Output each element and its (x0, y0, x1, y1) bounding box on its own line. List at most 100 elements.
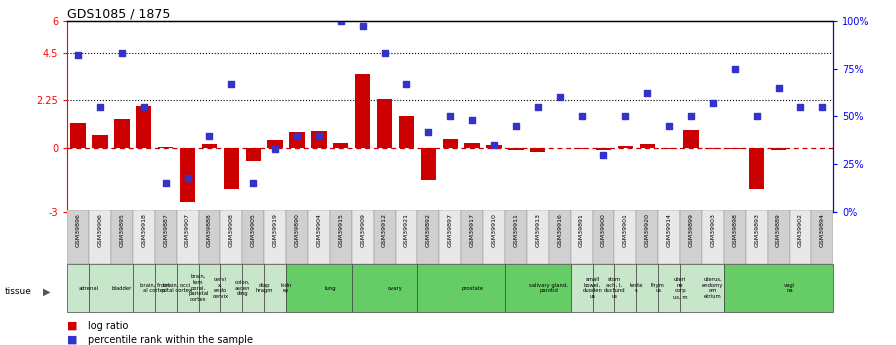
Text: GSM39919: GSM39919 (272, 213, 278, 247)
Point (136, 104, 151, 110)
Text: small
bowel,
duoden
us: small bowel, duoden us (582, 277, 602, 299)
Text: GSM39892: GSM39892 (426, 213, 431, 247)
Text: GSM39902: GSM39902 (798, 213, 803, 247)
Bar (680, 264, 724, 312)
Bar (67, 210, 89, 264)
Bar (289, 132, 305, 148)
Text: GSM39901: GSM39901 (623, 213, 628, 247)
Point (465, 118, 479, 123)
Text: percentile rank within the sample: percentile rank within the sample (88, 335, 253, 345)
Point (180, 175, 194, 180)
Bar (483, 210, 505, 264)
Text: GSM39896: GSM39896 (75, 213, 81, 247)
Text: GSM39908: GSM39908 (228, 213, 234, 247)
Bar (702, 210, 724, 264)
Text: GSM39914: GSM39914 (667, 213, 672, 247)
Point (815, 104, 830, 110)
Bar (71, 123, 86, 148)
Text: GSM39910: GSM39910 (492, 213, 496, 247)
Text: brain, occi
pital cortex: brain, occi pital cortex (161, 283, 192, 294)
Text: teste
s: teste s (630, 283, 643, 294)
Bar (286, 210, 308, 264)
Bar (242, 264, 264, 312)
Bar (724, 264, 833, 312)
Point (421, 129, 435, 135)
Text: GSM39920: GSM39920 (645, 213, 650, 247)
Text: GSM39903: GSM39903 (711, 213, 715, 247)
Bar (789, 210, 812, 264)
Text: GSM39887: GSM39887 (163, 213, 168, 247)
Point (268, 146, 282, 152)
Bar (443, 139, 458, 148)
Text: GSM39905: GSM39905 (251, 213, 255, 247)
Bar (333, 143, 349, 148)
Text: bladder: bladder (112, 286, 132, 290)
Point (749, 114, 763, 119)
Bar (636, 210, 659, 264)
Bar (377, 99, 392, 148)
Bar (418, 210, 439, 264)
Bar (399, 117, 414, 148)
Bar (684, 130, 699, 148)
Point (530, 104, 545, 110)
Point (728, 66, 742, 71)
Bar (286, 264, 352, 312)
Text: prostate: prostate (461, 286, 483, 290)
Point (640, 91, 654, 96)
Bar (136, 106, 151, 148)
Bar (158, 147, 173, 148)
Text: diap
hragm: diap hragm (255, 283, 273, 294)
Bar (133, 210, 155, 264)
Bar (418, 264, 505, 312)
Bar (768, 210, 789, 264)
Point (246, 181, 261, 186)
Text: GSM39898: GSM39898 (732, 213, 737, 247)
Bar (439, 210, 461, 264)
Text: GSM39888: GSM39888 (207, 213, 212, 247)
Text: GSM39906: GSM39906 (98, 213, 102, 247)
Text: lung: lung (324, 286, 336, 290)
Bar (659, 210, 680, 264)
Point (509, 123, 523, 129)
Bar (355, 74, 370, 148)
Bar (352, 264, 418, 312)
Bar (487, 145, 502, 148)
Bar (352, 210, 374, 264)
Bar (596, 148, 611, 150)
Bar (89, 210, 111, 264)
Text: GSM39918: GSM39918 (142, 213, 146, 247)
Bar (395, 210, 418, 264)
Bar (530, 148, 546, 151)
Text: ■: ■ (67, 321, 78, 331)
Bar (617, 146, 633, 148)
Text: GSM39895: GSM39895 (119, 213, 125, 247)
Bar (505, 264, 571, 312)
Point (333, 18, 348, 23)
Text: tissue: tissue (4, 287, 31, 296)
Bar (745, 210, 768, 264)
Point (400, 81, 414, 87)
Text: ▶: ▶ (43, 287, 50, 296)
Bar (92, 135, 108, 148)
Bar (242, 210, 264, 264)
Bar (111, 210, 133, 264)
Bar (749, 148, 764, 189)
Text: stom
ach, I,
ducfund
us: stom ach, I, ducfund us (604, 277, 625, 299)
Bar (615, 264, 636, 312)
Point (597, 152, 611, 157)
Bar (89, 264, 133, 312)
Text: GSM39899: GSM39899 (688, 213, 694, 247)
Text: GSM39913: GSM39913 (535, 213, 540, 247)
Text: brain,
tem
poral,
parietal
cortex: brain, tem poral, parietal cortex (188, 274, 209, 302)
Bar (680, 210, 702, 264)
Point (618, 114, 633, 119)
Bar (527, 210, 548, 264)
Text: GSM39897: GSM39897 (448, 213, 452, 247)
Text: GSM39917: GSM39917 (470, 213, 475, 247)
Bar (464, 143, 479, 148)
Bar (199, 210, 220, 264)
Text: GSM39911: GSM39911 (513, 213, 519, 247)
Bar (264, 264, 286, 312)
Point (706, 100, 720, 106)
Bar (592, 264, 615, 312)
